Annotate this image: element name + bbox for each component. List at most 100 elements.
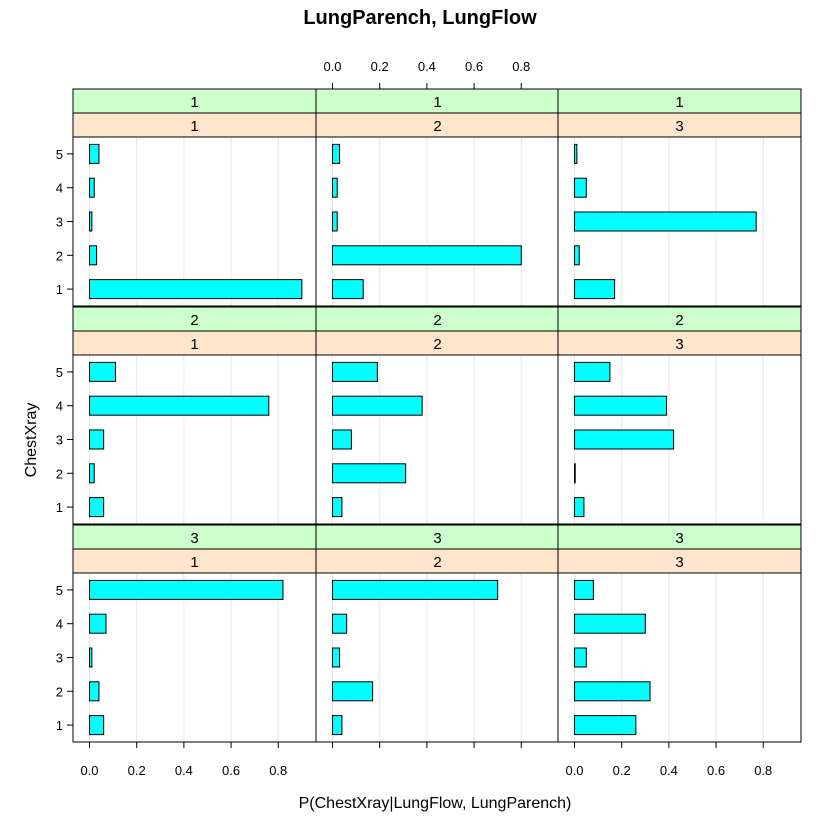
x-tick-label-0.0: 0.0 bbox=[80, 763, 98, 778]
strip-lungflow bbox=[315, 524, 560, 550]
bar-chestxray-5 bbox=[89, 143, 100, 164]
plot-area bbox=[73, 573, 316, 742]
y-tick-label-4: 4 bbox=[56, 181, 63, 196]
strip-lungparench-label: 3 bbox=[675, 554, 683, 571]
bar-chestxray-1 bbox=[574, 715, 637, 736]
plot-area bbox=[316, 573, 559, 742]
x-tick-label-0.6: 0.6 bbox=[707, 763, 725, 778]
y-tick-label-4: 4 bbox=[56, 617, 63, 632]
panel-5: 22 bbox=[315, 306, 560, 525]
x-tick-label-0.2: 0.2 bbox=[371, 59, 389, 74]
strip-lungparench bbox=[72, 330, 317, 356]
y-tick-label-3: 3 bbox=[56, 651, 63, 666]
y-tick-label-4: 4 bbox=[56, 399, 63, 414]
strip-lungflow-label: 2 bbox=[675, 312, 683, 329]
y-tick-label-2: 2 bbox=[56, 248, 63, 263]
bar-chestxray-5 bbox=[574, 143, 578, 164]
y-tick-label-1: 1 bbox=[56, 718, 63, 733]
bar-chestxray-2 bbox=[332, 681, 374, 702]
x-axis-title: P(ChestXray|LungFlow, LungParench) bbox=[299, 795, 572, 812]
y-tick-label-5: 5 bbox=[56, 583, 63, 598]
bar-chestxray-4 bbox=[89, 395, 270, 416]
bar-chestxray-2 bbox=[89, 463, 95, 484]
bar-chestxray-2 bbox=[89, 245, 98, 266]
panel-1: 11 bbox=[72, 88, 317, 307]
strip-lungflow bbox=[72, 524, 317, 550]
bar-chestxray-3 bbox=[89, 211, 93, 232]
bar-chestxray-2 bbox=[332, 463, 407, 484]
y-tick-label-5: 5 bbox=[56, 147, 63, 162]
bar-chestxray-2 bbox=[332, 245, 522, 266]
bar-chestxray-1 bbox=[89, 715, 105, 736]
panel-7: 31 bbox=[72, 524, 317, 743]
plot-area bbox=[73, 355, 316, 524]
strip-lungflow-label: 2 bbox=[433, 312, 441, 329]
y-tick-label-1: 1 bbox=[56, 500, 63, 515]
bar-chestxray-4 bbox=[89, 613, 107, 634]
bar-chestxray-4 bbox=[574, 613, 646, 634]
x-tick-label-0.2: 0.2 bbox=[613, 763, 631, 778]
bar-chestxray-4 bbox=[332, 395, 423, 416]
x-tick-label-0.6: 0.6 bbox=[465, 59, 483, 74]
strip-lungparench-label: 1 bbox=[190, 118, 198, 135]
strip-lungparench bbox=[72, 548, 317, 574]
bar-chestxray-1 bbox=[574, 497, 585, 518]
bar-chestxray-5 bbox=[332, 579, 499, 600]
strip-lungparench-label: 2 bbox=[433, 118, 441, 135]
bar-chestxray-3 bbox=[89, 647, 93, 668]
panel-frame bbox=[557, 136, 802, 307]
plot-area bbox=[73, 137, 316, 306]
strip-lungflow-label: 3 bbox=[675, 530, 683, 547]
bar-chestxray-5 bbox=[89, 361, 116, 382]
y-tick-label-1: 1 bbox=[56, 282, 63, 297]
bar-chestxray-4 bbox=[332, 613, 348, 634]
bar-chestxray-5 bbox=[89, 579, 284, 600]
x-tick-label-0.0: 0.0 bbox=[565, 763, 583, 778]
strip-lungparench-label: 1 bbox=[190, 336, 198, 353]
y-axis-title: ChestXray bbox=[23, 403, 40, 478]
panel-6: 23 bbox=[557, 306, 802, 525]
panel-3: 13 bbox=[557, 88, 802, 307]
strip-lungflow-label: 3 bbox=[433, 530, 441, 547]
y-tick-label-5: 5 bbox=[56, 365, 63, 380]
strip-lungparench-label: 1 bbox=[190, 554, 198, 571]
bar-chestxray-1 bbox=[89, 497, 105, 518]
strip-lungflow-label: 3 bbox=[190, 530, 198, 547]
bar-chestxray-3 bbox=[332, 429, 352, 450]
strip-lungflow bbox=[72, 88, 317, 114]
y-tick-label-2: 2 bbox=[56, 684, 63, 699]
bar-chestxray-4 bbox=[332, 177, 338, 198]
strip-lungparench-label: 3 bbox=[675, 336, 683, 353]
bar-chestxray-2 bbox=[574, 681, 651, 702]
x-tick-label-0.4: 0.4 bbox=[418, 59, 436, 74]
chart-title: LungParench, LungFlow bbox=[303, 7, 537, 29]
y-tick-label-2: 2 bbox=[56, 466, 63, 481]
strip-lungparench-label: 3 bbox=[675, 118, 683, 135]
strip-lungparench bbox=[315, 112, 560, 138]
panel-frame bbox=[557, 572, 802, 743]
panel-2: 12 bbox=[315, 88, 560, 307]
bar-chestxray-2 bbox=[574, 245, 580, 266]
strip-lungparench-label: 2 bbox=[433, 554, 441, 571]
strip-lungflow bbox=[557, 524, 802, 550]
x-tick-label-0.8: 0.8 bbox=[754, 763, 772, 778]
y-tick-label-3: 3 bbox=[56, 215, 63, 230]
strip-lungparench bbox=[557, 330, 802, 356]
bar-chestxray-1 bbox=[89, 279, 303, 300]
bar-chestxray-3 bbox=[332, 647, 341, 668]
x-tick-label-0.6: 0.6 bbox=[222, 763, 240, 778]
strip-lungflow-label: 2 bbox=[190, 312, 198, 329]
panel-frame bbox=[557, 354, 802, 525]
strip-lungflow-label: 1 bbox=[433, 94, 441, 111]
bar-chestxray-5 bbox=[332, 361, 378, 382]
bar-chestxray-4 bbox=[574, 177, 587, 198]
strip-lungparench-label: 2 bbox=[433, 336, 441, 353]
bar-chestxray-3 bbox=[574, 647, 587, 668]
bar-chestxray-1 bbox=[574, 279, 616, 300]
strip-lungflow bbox=[557, 88, 802, 114]
strip-lungparench bbox=[72, 112, 317, 138]
strip-lungparench bbox=[315, 330, 560, 356]
bar-chestxray-3 bbox=[332, 211, 338, 232]
